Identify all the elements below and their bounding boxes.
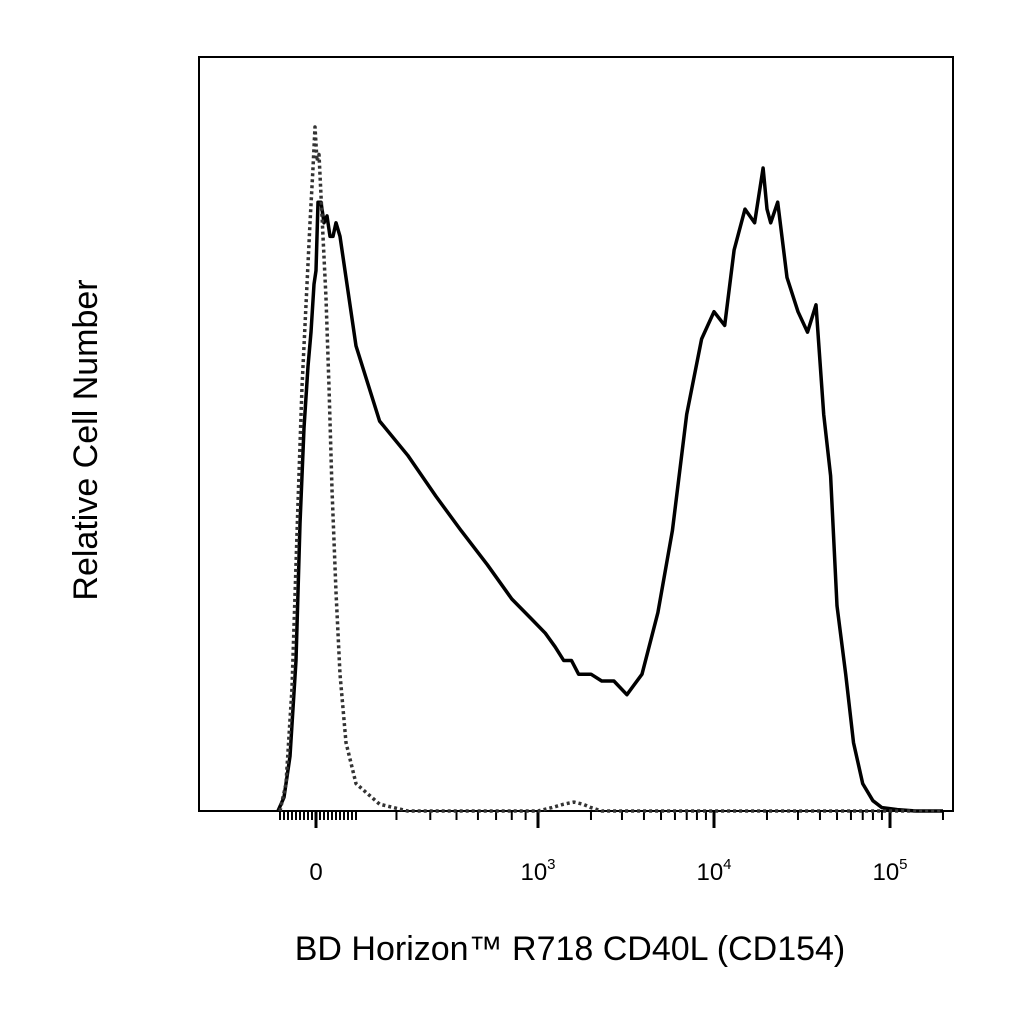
x-axis-title: BD Horizon™ R718 CD40L (CD154) [295, 930, 846, 968]
x-tick-label: 104 [696, 856, 731, 886]
x-axis-ticks [279, 811, 944, 828]
x-tick-label: 105 [872, 856, 907, 886]
x-tick-label: 103 [520, 856, 555, 886]
x-tick-labels: 0 103 104 105 [309, 856, 907, 886]
x-tick-label: 0 [309, 859, 322, 886]
histogram-curves [276, 125, 943, 813]
y-axis-title: Relative Cell Number [67, 279, 105, 600]
